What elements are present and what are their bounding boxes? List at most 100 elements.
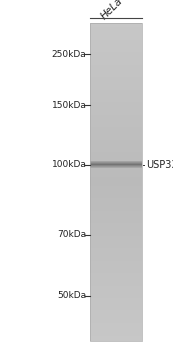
- Bar: [90, 62, 142, 63]
- Bar: [90, 255, 142, 256]
- Bar: [90, 110, 142, 111]
- Bar: [90, 127, 142, 128]
- Bar: [90, 45, 142, 46]
- Bar: [90, 320, 142, 321]
- Bar: [90, 122, 142, 124]
- Bar: [90, 237, 142, 238]
- Bar: [90, 193, 142, 194]
- Bar: [90, 107, 142, 108]
- Bar: [90, 120, 142, 121]
- Bar: [90, 245, 142, 246]
- Bar: [90, 246, 142, 247]
- Bar: [90, 66, 142, 67]
- Bar: [90, 175, 142, 176]
- Bar: [90, 270, 142, 271]
- Bar: [90, 240, 142, 241]
- Bar: [90, 140, 142, 141]
- Bar: [90, 109, 142, 110]
- Bar: [90, 83, 142, 84]
- Bar: [90, 268, 142, 269]
- Bar: [90, 309, 142, 310]
- Bar: [90, 269, 142, 270]
- Bar: [90, 208, 142, 209]
- Bar: [90, 135, 142, 137]
- Bar: [90, 142, 142, 143]
- Bar: [90, 93, 142, 94]
- Bar: [90, 147, 142, 148]
- Bar: [90, 210, 142, 211]
- Bar: [90, 305, 142, 306]
- Bar: [90, 111, 142, 112]
- Bar: [90, 119, 142, 120]
- Bar: [90, 56, 142, 57]
- Text: HeLa: HeLa: [99, 0, 124, 22]
- Bar: [90, 61, 142, 62]
- Bar: [90, 212, 142, 213]
- Bar: [90, 318, 142, 319]
- Bar: [90, 284, 142, 285]
- Bar: [90, 194, 142, 195]
- Bar: [90, 276, 142, 278]
- Bar: [90, 33, 142, 34]
- Bar: [90, 299, 142, 300]
- Bar: [90, 60, 142, 61]
- Bar: [90, 248, 142, 249]
- Bar: [90, 293, 142, 295]
- Bar: [90, 95, 142, 96]
- Bar: [90, 217, 142, 218]
- Bar: [90, 82, 142, 83]
- Bar: [90, 254, 142, 255]
- Bar: [90, 72, 142, 73]
- Bar: [90, 187, 142, 188]
- Bar: [90, 257, 142, 258]
- Bar: [90, 28, 142, 29]
- Text: USP33: USP33: [146, 160, 173, 169]
- Bar: [90, 182, 142, 183]
- Bar: [90, 327, 142, 328]
- Bar: [90, 92, 142, 93]
- Bar: [90, 188, 142, 189]
- Bar: [90, 69, 142, 70]
- Bar: [90, 202, 142, 203]
- Bar: [90, 258, 142, 259]
- Bar: [90, 308, 142, 309]
- Bar: [90, 336, 142, 337]
- Bar: [90, 52, 142, 54]
- Bar: [90, 46, 142, 47]
- Bar: [90, 259, 142, 260]
- Bar: [90, 243, 142, 244]
- Bar: [90, 155, 142, 156]
- Bar: [90, 185, 142, 186]
- Bar: [90, 168, 142, 169]
- Text: 100kDa: 100kDa: [52, 160, 86, 169]
- Bar: [90, 144, 142, 145]
- Bar: [90, 204, 142, 205]
- Bar: [90, 139, 142, 140]
- Bar: [90, 51, 142, 52]
- Bar: [90, 159, 142, 160]
- Bar: [90, 30, 142, 31]
- Bar: [90, 213, 142, 214]
- Bar: [90, 329, 142, 330]
- Bar: [90, 244, 142, 245]
- Bar: [90, 156, 142, 158]
- Bar: [90, 235, 142, 236]
- Bar: [90, 266, 142, 267]
- Bar: [90, 219, 142, 220]
- Bar: [90, 252, 142, 253]
- Bar: [90, 91, 142, 92]
- Bar: [90, 130, 142, 131]
- Bar: [90, 179, 142, 180]
- Bar: [90, 154, 142, 155]
- Bar: [90, 239, 142, 240]
- Bar: [90, 65, 142, 66]
- Bar: [90, 164, 142, 165]
- Bar: [90, 173, 142, 174]
- Text: 250kDa: 250kDa: [52, 50, 86, 59]
- Bar: [90, 201, 142, 202]
- Bar: [90, 229, 142, 230]
- Bar: [90, 205, 142, 206]
- Bar: [90, 285, 142, 286]
- Bar: [90, 112, 142, 113]
- Bar: [90, 134, 142, 135]
